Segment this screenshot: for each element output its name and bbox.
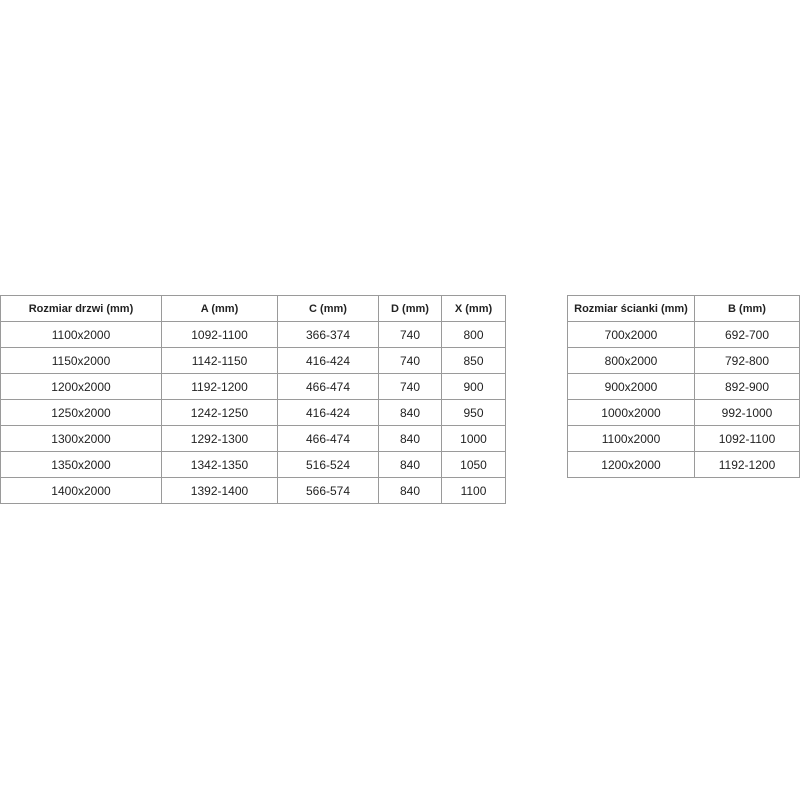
table-cell: 900 xyxy=(441,373,506,400)
table-row: 1200x2000 1192-1200 xyxy=(567,451,800,478)
table-row: 1400x2000 1392-1400 566-574 840 1100 xyxy=(0,477,506,504)
column-header: Rozmiar ścianki (mm) xyxy=(567,295,695,322)
table-cell: 516-524 xyxy=(277,451,379,478)
table-cell: 1100 xyxy=(441,477,506,504)
table-cell: 1192-1200 xyxy=(161,373,278,400)
table-cell: 466-474 xyxy=(277,425,379,452)
table-cell: 950 xyxy=(441,399,506,426)
table-cell: 1000 xyxy=(441,425,506,452)
table-cell: 1092-1100 xyxy=(694,425,800,452)
table-cell: 1292-1300 xyxy=(161,425,278,452)
table-row: 1150x2000 1142-1150 416-424 740 850 xyxy=(0,347,506,374)
table-row: 900x2000 892-900 xyxy=(567,373,800,400)
table-header-row: Rozmiar ścianki (mm) B (mm) xyxy=(567,295,800,322)
column-header: Rozmiar drzwi (mm) xyxy=(0,295,162,322)
table-cell: 1050 xyxy=(441,451,506,478)
table-cell: 1342-1350 xyxy=(161,451,278,478)
table-cell: 992-1000 xyxy=(694,399,800,426)
column-header: B (mm) xyxy=(694,295,800,322)
table-cell: 1400x2000 xyxy=(0,477,162,504)
column-header: D (mm) xyxy=(378,295,442,322)
table-cell: 1242-1250 xyxy=(161,399,278,426)
table-cell: 1300x2000 xyxy=(0,425,162,452)
door-size-table: Rozmiar drzwi (mm) A (mm) C (mm) D (mm) X (m… xyxy=(0,295,506,504)
table-cell: 1000x2000 xyxy=(567,399,695,426)
column-header: X (mm) xyxy=(441,295,506,322)
table-cell: 850 xyxy=(441,347,506,374)
table-cell: 740 xyxy=(378,347,442,374)
table-cell: 1100x2000 xyxy=(567,425,695,452)
table-cell: 1200x2000 xyxy=(567,451,695,478)
table-cell: 692-700 xyxy=(694,321,800,348)
table-cell: 416-424 xyxy=(277,399,379,426)
table-cell: 1200x2000 xyxy=(0,373,162,400)
table-row: 1100x2000 1092-1100 xyxy=(567,425,800,452)
table-cell: 800x2000 xyxy=(567,347,695,374)
table-cell: 792-800 xyxy=(694,347,800,374)
table-cell: 1350x2000 xyxy=(0,451,162,478)
column-header: C (mm) xyxy=(277,295,379,322)
table-row: 700x2000 692-700 xyxy=(567,321,800,348)
table-cell: 892-900 xyxy=(694,373,800,400)
table-cell: 840 xyxy=(378,451,442,478)
table-row: 1250x2000 1242-1250 416-424 840 950 xyxy=(0,399,506,426)
table-cell: 700x2000 xyxy=(567,321,695,348)
table-row: 1200x2000 1192-1200 466-474 740 900 xyxy=(0,373,506,400)
table-row: 1000x2000 992-1000 xyxy=(567,399,800,426)
table-cell: 466-474 xyxy=(277,373,379,400)
table-cell: 416-424 xyxy=(277,347,379,374)
table-header-row: Rozmiar drzwi (mm) A (mm) C (mm) D (mm) X (m… xyxy=(0,295,506,322)
table-cell: 1142-1150 xyxy=(161,347,278,374)
table-row: 1300x2000 1292-1300 466-474 840 1000 xyxy=(0,425,506,452)
wall-size-table: Rozmiar ścianki (mm) B (mm) 700x2000 692-7… xyxy=(567,295,800,478)
table-cell: 840 xyxy=(378,477,442,504)
table-cell: 800 xyxy=(441,321,506,348)
table-cell: 740 xyxy=(378,321,442,348)
table-cell: 366-374 xyxy=(277,321,379,348)
table-cell: 1192-1200 xyxy=(694,451,800,478)
table-cell: 840 xyxy=(378,425,442,452)
table-row: 800x2000 792-800 xyxy=(567,347,800,374)
table-cell: 1092-1100 xyxy=(161,321,278,348)
column-header: A (mm) xyxy=(161,295,278,322)
table-cell: 840 xyxy=(378,399,442,426)
table-cell: 1250x2000 xyxy=(0,399,162,426)
table-cell: 1100x2000 xyxy=(0,321,162,348)
table-cell: 900x2000 xyxy=(567,373,695,400)
table-cell: 740 xyxy=(378,373,442,400)
table-cell: 1150x2000 xyxy=(0,347,162,374)
table-cell: 566-574 xyxy=(277,477,379,504)
table-cell: 1392-1400 xyxy=(161,477,278,504)
table-row: 1100x2000 1092-1100 366-374 740 800 xyxy=(0,321,506,348)
table-row: 1350x2000 1342-1350 516-524 840 1050 xyxy=(0,451,506,478)
